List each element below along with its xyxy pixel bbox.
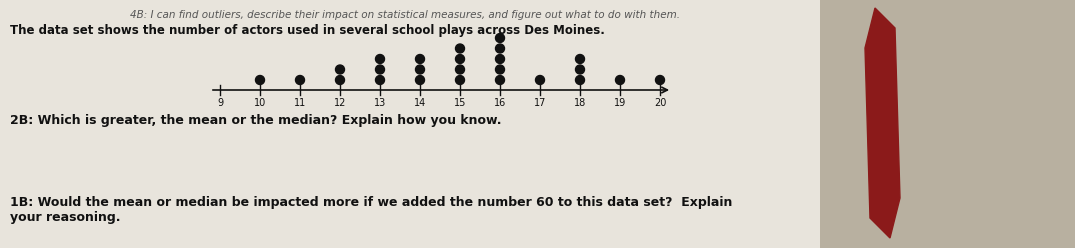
- Circle shape: [575, 65, 585, 74]
- Circle shape: [496, 65, 504, 74]
- Circle shape: [416, 75, 425, 85]
- Text: 20: 20: [654, 98, 666, 108]
- Circle shape: [456, 75, 464, 85]
- Circle shape: [496, 33, 504, 42]
- Circle shape: [656, 75, 664, 85]
- Circle shape: [416, 55, 425, 63]
- Circle shape: [496, 55, 504, 63]
- Circle shape: [456, 55, 464, 63]
- Circle shape: [496, 75, 504, 85]
- Circle shape: [456, 44, 464, 53]
- Text: 16: 16: [493, 98, 506, 108]
- Circle shape: [575, 55, 585, 63]
- Text: 11: 11: [293, 98, 306, 108]
- Circle shape: [616, 75, 625, 85]
- Circle shape: [375, 65, 385, 74]
- Circle shape: [575, 75, 585, 85]
- Text: 12: 12: [334, 98, 346, 108]
- Text: 9: 9: [217, 98, 224, 108]
- Text: The data set shows the number of actors used in several school plays across Des : The data set shows the number of actors …: [10, 24, 605, 37]
- Circle shape: [496, 44, 504, 53]
- Circle shape: [335, 75, 344, 85]
- Text: 1B: Would the mean or median be impacted more if we added the number 60 to this : 1B: Would the mean or median be impacted…: [10, 196, 732, 224]
- Circle shape: [296, 75, 304, 85]
- Text: 19: 19: [614, 98, 626, 108]
- Circle shape: [375, 75, 385, 85]
- Text: 13: 13: [374, 98, 386, 108]
- Text: 18: 18: [574, 98, 586, 108]
- Circle shape: [535, 75, 545, 85]
- Circle shape: [456, 65, 464, 74]
- Circle shape: [256, 75, 264, 85]
- Circle shape: [335, 65, 344, 74]
- FancyBboxPatch shape: [0, 0, 820, 248]
- Text: 2B: Which is greater, the mean or the median? Explain how you know.: 2B: Which is greater, the mean or the me…: [10, 114, 502, 127]
- Circle shape: [375, 55, 385, 63]
- Text: 15: 15: [454, 98, 467, 108]
- Text: 17: 17: [534, 98, 546, 108]
- Text: 4B: I can find outliers, describe their impact on statistical measures, and figu: 4B: I can find outliers, describe their …: [130, 10, 680, 20]
- Circle shape: [416, 65, 425, 74]
- Text: 10: 10: [254, 98, 267, 108]
- Polygon shape: [865, 8, 900, 238]
- Text: 14: 14: [414, 98, 426, 108]
